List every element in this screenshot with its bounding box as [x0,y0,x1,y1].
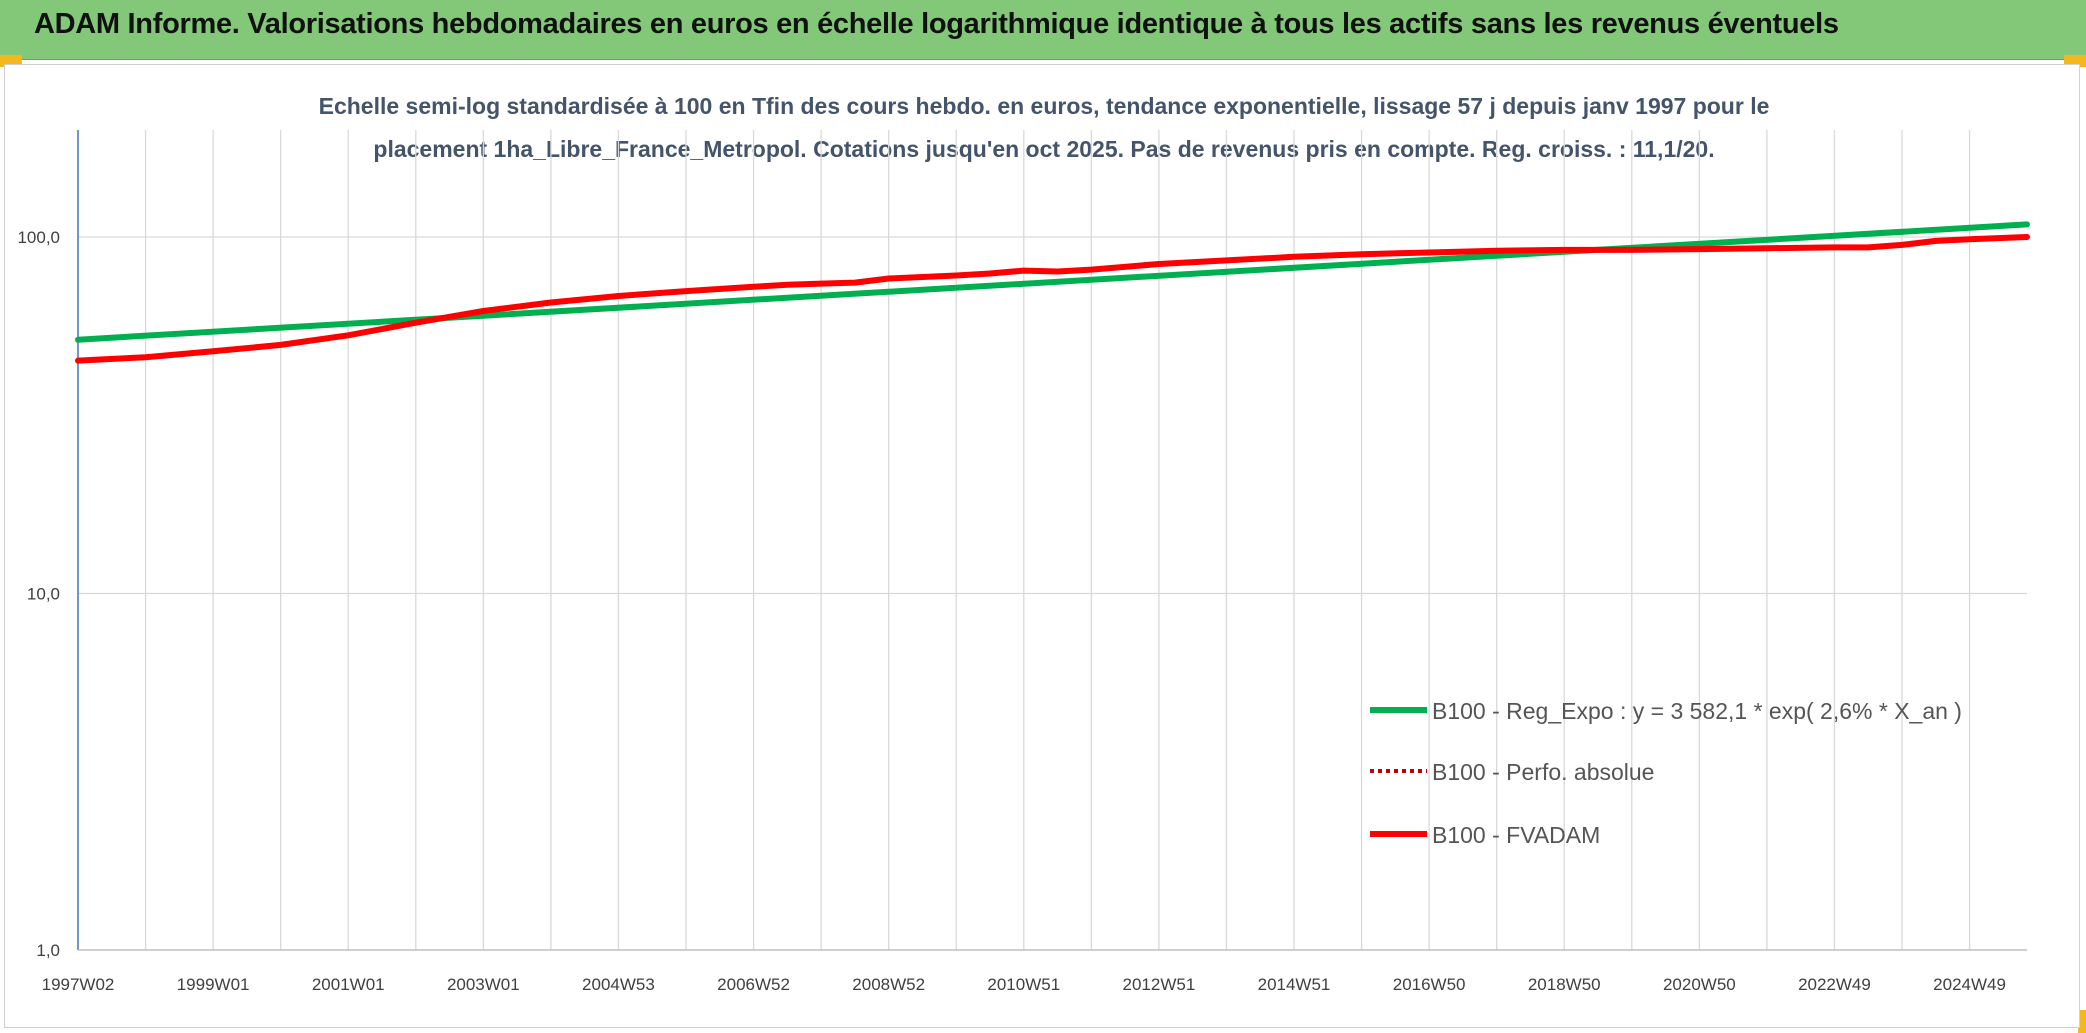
x-tick-label: 2008W52 [852,975,925,994]
x-tick-label: 2022W49 [1798,975,1871,994]
y-tick-label: 1,0 [36,941,60,960]
x-tick-label: 2024W49 [1933,975,2006,994]
x-tick-label: 2004W53 [582,975,655,994]
x-tick-label: 2010W51 [987,975,1060,994]
x-tick-label: 2006W52 [717,975,790,994]
x-tick-label: 1997W02 [42,975,115,994]
report-header: ADAM Informe. Valorisations hebdomadaire… [0,0,2086,60]
chart-title-line-2: placement 1ha_Libre_France_Metropol. Cot… [373,136,1714,162]
x-tick-label: 2020W50 [1663,975,1736,994]
x-tick-label: 2001W01 [312,975,385,994]
corner-marker-bottom-right [2078,1010,2086,1033]
report-title: ADAM Informe. Valorisations hebdomadaire… [34,8,1839,40]
series-line-fvadam [75,234,2030,364]
x-tick-label: 2003W01 [447,975,520,994]
legend-label-perfo: B100 - Perfo. absolue [1432,759,1654,785]
x-tick-label: 2014W51 [1258,975,1331,994]
x-tick-label: 2018W50 [1528,975,1601,994]
x-tick-label: 2016W50 [1393,975,1466,994]
x-tick-label: 1999W01 [177,975,250,994]
y-tick-label: 10,0 [27,585,60,604]
legend-label-fvadam: B100 - FVADAM [1432,822,1600,848]
chart-title-line-1: Echelle semi-log standardisée à 100 en T… [319,93,1770,119]
series-line-regression [75,221,2030,343]
x-tick-label: 2012W51 [1123,975,1196,994]
legend-label-regression: B100 - Reg_Expo : y = 3 582,1 * exp( 2,6… [1432,698,1962,724]
y-tick-label: 100,0 [17,228,60,247]
chart-area [4,64,2080,1028]
